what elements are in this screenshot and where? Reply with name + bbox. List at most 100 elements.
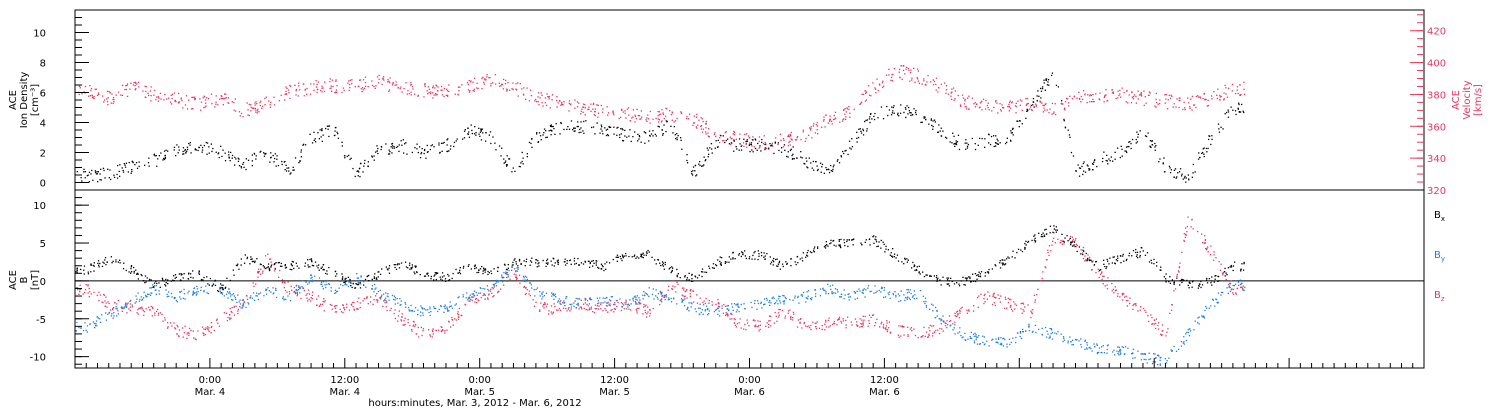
velocity-point	[833, 118, 835, 121]
bz-point	[731, 318, 733, 320]
density-point	[305, 144, 307, 146]
bz-point	[659, 303, 661, 306]
velocity-point	[1157, 103, 1159, 105]
bz-point	[471, 296, 473, 298]
velocity-point	[440, 85, 443, 88]
bz-point	[1027, 304, 1029, 306]
bz-point	[386, 301, 388, 304]
bz-point	[711, 301, 713, 303]
bz-point	[1111, 283, 1113, 285]
bz-point	[871, 314, 874, 316]
bx-point	[366, 275, 368, 278]
velocity-point	[1014, 105, 1017, 107]
bz-point	[862, 322, 864, 325]
by-point	[1144, 353, 1146, 355]
by-point	[801, 293, 803, 296]
velocity-point	[1133, 94, 1136, 96]
bz-point	[157, 308, 159, 311]
velocity-point	[932, 84, 935, 86]
bx-point	[368, 274, 370, 277]
density-point	[1137, 133, 1139, 135]
bz-point	[186, 333, 188, 335]
density-point	[1103, 151, 1105, 153]
bx-point	[323, 269, 325, 271]
velocity-point	[135, 83, 138, 85]
bx-point	[566, 260, 568, 262]
bz-point	[548, 310, 550, 312]
velocity-point	[410, 84, 412, 86]
bz-point	[143, 314, 145, 316]
bz-point	[879, 326, 881, 328]
density-point	[423, 149, 426, 152]
density-point	[662, 133, 664, 135]
velocity-point	[882, 80, 884, 82]
density-point	[1177, 172, 1179, 174]
density-point	[1012, 127, 1014, 129]
velocity-point	[132, 84, 135, 86]
density-point	[419, 146, 421, 148]
bz-point	[488, 294, 490, 296]
bz-point	[1186, 231, 1188, 233]
density-point	[163, 157, 165, 160]
bz-point	[334, 305, 337, 307]
velocity-point	[321, 91, 323, 93]
by-point	[195, 294, 197, 296]
velocity-point	[809, 127, 811, 129]
by-point	[880, 291, 882, 293]
density-point	[814, 161, 817, 163]
bx-point	[284, 264, 286, 266]
bx-point	[444, 280, 447, 282]
by-point	[782, 294, 784, 297]
density-point	[572, 129, 574, 131]
velocity-point	[639, 118, 641, 120]
bz-point	[393, 312, 395, 315]
bz-point	[305, 294, 307, 296]
density-point	[706, 147, 708, 149]
velocity-point	[1084, 94, 1086, 96]
density-point	[761, 138, 763, 141]
bz-point	[142, 309, 144, 312]
bx-point	[150, 279, 152, 281]
density-point	[937, 131, 939, 133]
velocity-point	[613, 114, 615, 116]
bx-point	[512, 261, 514, 264]
by-point	[545, 292, 548, 294]
velocity-point	[723, 139, 725, 142]
velocity-point	[634, 115, 637, 118]
bz-point	[864, 315, 866, 318]
by-point	[1148, 358, 1150, 361]
bx-point	[274, 268, 276, 270]
bz-point	[1047, 249, 1049, 251]
bx-point	[582, 263, 585, 265]
density-point	[1012, 134, 1014, 136]
by-point	[558, 298, 561, 300]
by-point	[1019, 335, 1021, 338]
density-point	[147, 162, 150, 164]
velocity-point	[759, 146, 761, 148]
density-point	[276, 158, 278, 160]
bz-point	[103, 294, 106, 296]
bz-point	[317, 295, 320, 297]
bx-point	[104, 259, 106, 261]
bx-point	[92, 264, 94, 267]
bz-point	[403, 320, 405, 322]
bz-point	[500, 288, 502, 290]
velocity-point	[933, 80, 936, 83]
velocity-point	[746, 146, 748, 148]
bx-point	[439, 276, 441, 278]
by-point	[457, 297, 459, 299]
bz-point	[987, 291, 989, 293]
density-point	[807, 167, 809, 169]
bz-point	[186, 337, 188, 340]
by-point	[266, 289, 268, 291]
by-point	[502, 281, 504, 283]
bz-point	[178, 329, 181, 331]
density-point	[756, 149, 758, 151]
velocity-point	[316, 86, 318, 88]
by-point	[1146, 362, 1148, 364]
velocity-point	[288, 89, 290, 91]
velocity-point	[705, 123, 707, 125]
velocity-point	[995, 99, 997, 102]
bz-point	[584, 302, 586, 304]
density-point	[1136, 141, 1139, 143]
